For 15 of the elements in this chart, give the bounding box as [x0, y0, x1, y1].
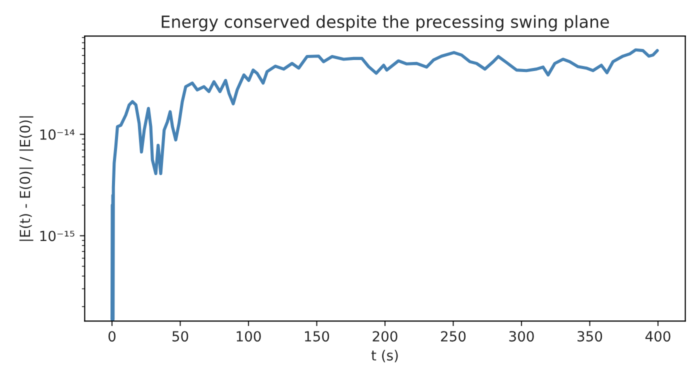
x-tick-label: 0	[108, 331, 116, 342]
x-tick-label: 400	[645, 331, 670, 342]
y-tick-label: 10⁻¹⁴	[40, 129, 75, 140]
line-series	[110, 48, 659, 321]
x-tick-label: 200	[372, 331, 398, 342]
x-tick-label: 150	[305, 331, 330, 342]
x-tick-label: 50	[172, 331, 188, 342]
chart-title: Energy conserved despite the precessing swing plane	[162, 15, 609, 32]
x-axis-title: t (s)	[371, 350, 398, 362]
x-tick-label: 250	[441, 331, 466, 342]
x-tick-label: 300	[509, 331, 534, 342]
x-tick-label: 100	[236, 331, 261, 342]
y-tick-label: 10⁻¹⁵	[40, 230, 74, 242]
y-axis-title: |E(t) - E(0)| / |E(0)|	[19, 116, 34, 241]
x-tick-label: 350	[578, 331, 602, 342]
